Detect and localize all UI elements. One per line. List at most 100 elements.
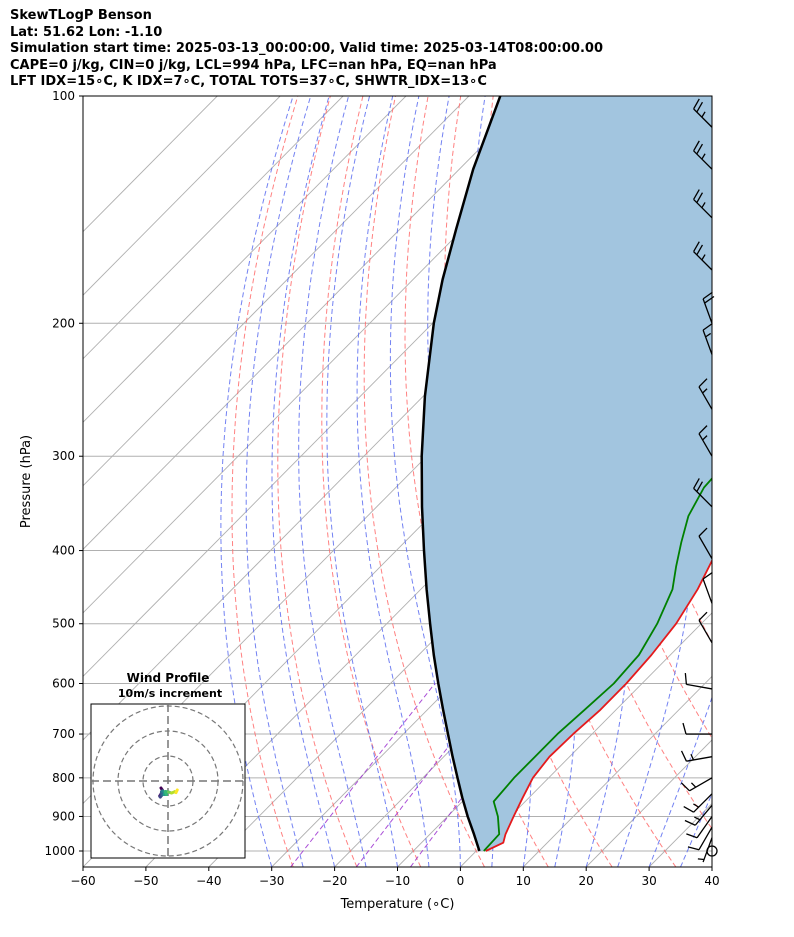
dry-adiabat [277,96,358,867]
wind-barb [698,527,713,559]
barb-shaft [698,619,713,644]
isotherm-line [711,866,712,867]
barb-full [696,192,704,203]
y-tick-label: 800 [52,771,75,785]
x-tick-label: −20 [322,874,347,888]
isotherm-line [83,96,470,487]
y-tick-label: 300 [52,449,75,463]
barb-half [693,803,700,808]
moist-adiabat [680,792,712,867]
wind-barb [682,722,712,735]
barb-full [680,782,690,792]
wind-barb [687,826,713,851]
barb-full [683,805,694,813]
dry-adiabat [363,96,485,867]
dry-adiabat [231,96,299,867]
x-tick-label: −10 [385,874,410,888]
barb-half [701,254,706,261]
moist-adiabat [298,96,367,867]
moist-adiabat [245,96,312,867]
barb-shaft [698,826,713,851]
barb-shaft [698,386,713,410]
barb-full [684,819,696,826]
y-tick-label: 100 [52,89,75,103]
isotherm-line [775,96,794,867]
barb-full [684,672,688,685]
barb-half [701,202,706,209]
barb-shaft [686,756,713,762]
wind-barb [686,816,713,839]
barb-shaft [698,535,713,559]
barb-full [696,244,704,256]
cin-area [421,96,712,851]
y-tick-label: 500 [52,617,75,631]
barb-half [702,388,708,394]
y-tick-label: 600 [52,677,75,691]
y-tick-label: 200 [52,316,75,330]
dry-adiabat [787,96,794,867]
wind-barb [680,750,713,762]
title-station: SkewTLogP Benson [10,8,152,23]
barb-half [690,754,695,761]
wind-barb [693,241,713,271]
axes: −60 −50 −40 −30 −20 −10 0 10 20 30 40 1000 900 800 700… [19,89,720,912]
wind-barb [684,804,713,826]
profile-series [420,96,712,852]
barb-half [690,782,697,788]
inset-subtitle: 10m/s increment [118,687,222,700]
barb-full [680,750,687,762]
wind-barb [680,777,713,792]
x-tick-label: −60 [70,874,95,888]
barb-half [705,332,712,338]
y-tick-label: 400 [52,544,75,558]
barb-shaft [696,816,713,839]
moist-adiabat [648,695,712,867]
moist-adiabat [356,96,430,867]
isotherm-line [83,96,344,360]
title-stability-indices: LFT IDX=15∘C, K IDX=7∘C, TOTAL TOTS=37∘C… [10,74,487,89]
moist-adiabat [271,96,336,867]
barb-full [696,481,704,492]
mixing-ratio-line [290,683,436,867]
wind-barb [698,611,713,644]
x-tick-label: −40 [196,874,221,888]
moist-adiabat [389,96,461,867]
barb-full [702,571,713,580]
wind-barb [698,378,713,410]
isotherm-line [522,675,712,867]
x-tick-label: −30 [259,874,284,888]
x-tick-label: −50 [133,874,158,888]
inset-plot [91,704,245,858]
barb-full [693,241,700,252]
isotherm-line [83,96,533,550]
isotherm-line [460,612,712,867]
x-axis-label: Temperature (∘C) [340,897,455,912]
barb-full [693,140,700,152]
barb-full [698,611,708,621]
barb-half [702,435,708,441]
parcel-line [420,96,502,852]
barb-shaft [694,804,713,826]
barb-half [701,153,706,160]
barb-full [682,722,687,735]
dewpoint-line [483,477,712,852]
barb-shaft [702,329,713,355]
barb-half [694,816,701,821]
barb-shaft [693,793,713,813]
barb-full [698,425,708,435]
wind-barb [683,793,713,813]
wind-barb [693,189,713,219]
moist-adiabat [711,865,712,867]
wind-barb [697,837,713,863]
barb-full [702,291,713,300]
isotherm-line [83,96,281,296]
barb-full [693,98,700,110]
x-tick-label: 20 [579,874,594,888]
barb-shaft [689,777,713,792]
barb-half [697,858,705,861]
chart-title-block: SkewTLogP Benson Lat: 51.62 Lon: -1.10 S… [10,8,603,91]
barb-shaft [686,683,713,690]
y-tick-label: 700 [52,727,75,741]
moist-adiabat [617,96,696,867]
